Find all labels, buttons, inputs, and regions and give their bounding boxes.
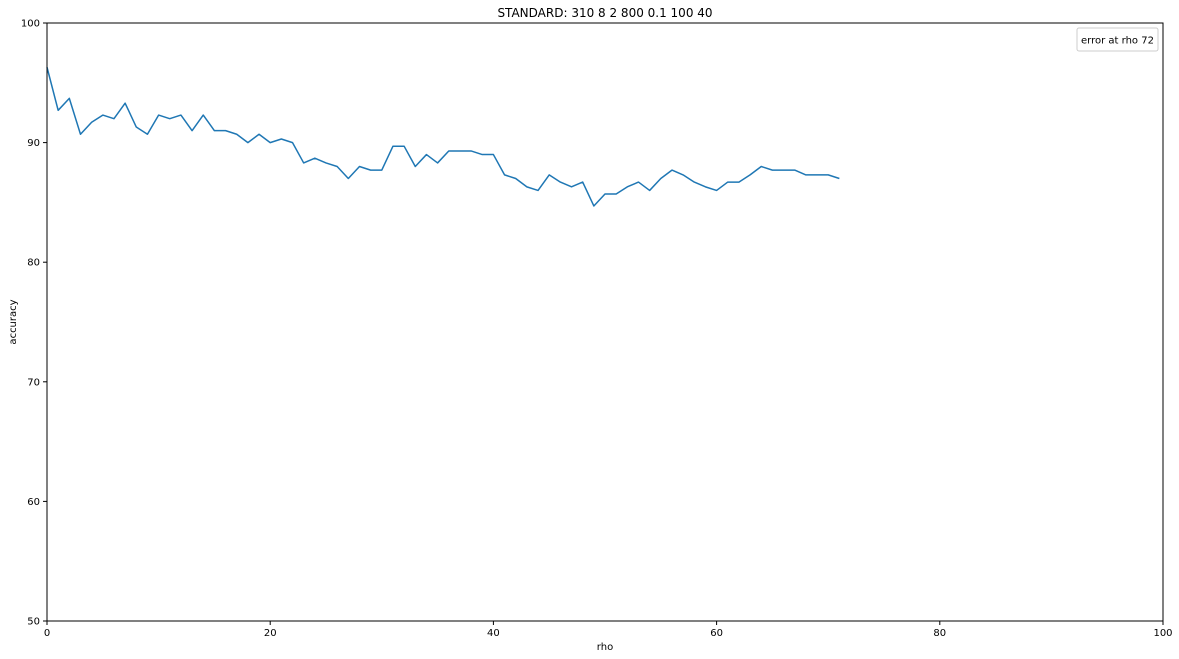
legend: error at rho 72: [1076, 27, 1159, 52]
x-tick-label: 40: [487, 628, 500, 639]
chart-title: STANDARD: 310 8 2 800 0.1 100 40: [497, 6, 712, 20]
legend-frame: [1076, 27, 1159, 52]
y-tick-label: 90: [27, 138, 40, 149]
legend-entry: error at rho 72: [1081, 36, 1154, 47]
x-tick-label: 80: [933, 628, 946, 639]
x-tick-label: 60: [710, 628, 723, 639]
plot-area: [46, 22, 1164, 622]
y-tick-label: 80: [27, 258, 40, 269]
y-tick-label: 60: [27, 497, 40, 508]
y-axis-label: accuracy: [8, 299, 19, 344]
x-axis-label: rho: [597, 642, 613, 653]
plot-frame: [46, 22, 1164, 622]
y-axis: 50 60 70 80 90 100: [21, 19, 47, 628]
x-tick-label: 0: [44, 628, 50, 639]
y-tick-label: 50: [27, 617, 40, 628]
series-line-0: [46, 67, 840, 207]
x-tick-label: 20: [264, 628, 277, 639]
x-tick-label: 100: [1153, 628, 1172, 639]
y-tick-label: 70: [27, 377, 40, 388]
x-axis: 0 20 40 60 80 100: [44, 621, 1173, 639]
y-tick-label: 100: [21, 19, 40, 30]
